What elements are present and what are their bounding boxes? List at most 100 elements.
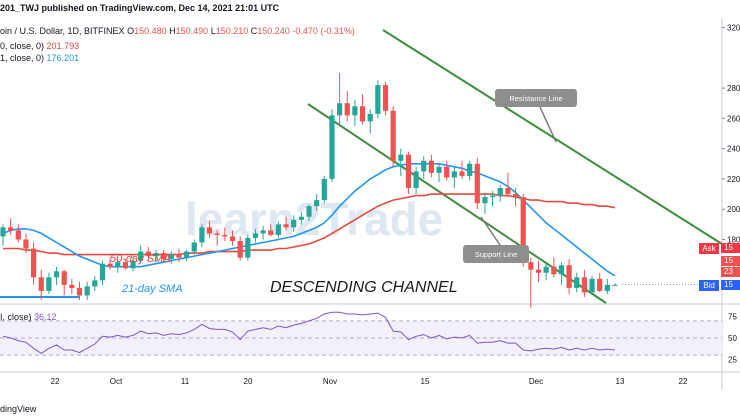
candle-body (398, 154, 404, 161)
bid-label[interactable]: Bid (699, 280, 719, 291)
bid-price-tag: 15 (721, 280, 740, 290)
countdown-tag: 23 (721, 267, 740, 277)
rsi-tick-label: 50 (728, 334, 737, 343)
candle-body (405, 154, 412, 188)
time-tick-label: 13 (616, 377, 625, 386)
candle-body (283, 224, 289, 228)
candle-body (352, 106, 358, 116)
candle-body (161, 253, 167, 260)
price-tick-label: 220 (727, 175, 740, 184)
candle-body (597, 278, 603, 291)
candle-body (176, 254, 182, 258)
candle-body (138, 251, 144, 261)
candle-body (535, 269, 542, 273)
candle-body (490, 195, 496, 198)
candle-body (428, 160, 434, 173)
candle-body (0, 227, 6, 237)
candle-body (566, 265, 572, 288)
candle-body (122, 262, 128, 269)
candle-body (92, 280, 98, 287)
support-label: Support Line (475, 250, 518, 259)
candle-body (482, 197, 488, 204)
candle-body (153, 253, 159, 257)
candle-body (306, 206, 312, 217)
candle-body (222, 234, 228, 237)
time-tick-label: 15 (421, 377, 430, 386)
time-tick-label: 22 (679, 377, 688, 386)
candle-body (543, 266, 549, 273)
candle-body (84, 286, 90, 296)
price-tick-label: 240 (727, 145, 740, 154)
sma21-label: 21-day SMA (121, 283, 183, 295)
candle-body (520, 197, 526, 263)
candle-body (528, 262, 534, 270)
candle-body (298, 216, 304, 220)
candle-body (421, 160, 427, 172)
candle-body (413, 171, 419, 188)
candle-body (390, 110, 396, 161)
publisher-line: 201_TWJ published on TradingView.com, De… (0, 3, 280, 13)
candle-body (191, 242, 197, 252)
resistance-callout-box (495, 89, 577, 107)
rsi-legend: I, close) 36.12 (0, 312, 57, 322)
candle-body (558, 265, 565, 275)
sma50-legend: 0, close, 0) 201.793 (0, 41, 80, 51)
time-tick-label: 22 (51, 377, 60, 386)
candle-body (61, 271, 67, 285)
candle-body (574, 277, 580, 288)
annotations: Resistance Line Support Line 50-day SMA 21-… (110, 89, 699, 296)
candle-body (367, 113, 373, 122)
tradingview-brand[interactable]: dingView (0, 404, 37, 414)
rsi-tick-label: 75 (728, 313, 737, 322)
candle-body (229, 236, 236, 241)
time-tick-label: 20 (244, 377, 253, 386)
candle-body (467, 163, 473, 176)
ask-price-tag: 15 (721, 243, 740, 253)
price-tick-label: 260 (727, 114, 740, 123)
time-tick-label: Oct (110, 377, 123, 386)
time-tick-label: 11 (181, 377, 190, 386)
time-tick-label: Dec (529, 377, 543, 386)
sma21-legend: 1, close, 0) 176.201 (0, 53, 80, 63)
candle-body (69, 284, 75, 288)
candle-body (168, 254, 174, 260)
candle-body (15, 230, 21, 240)
candle-body (505, 188, 511, 195)
candle-body (206, 227, 213, 234)
rsi-pane: 75 50 25 (0, 311, 737, 364)
candle-body (199, 227, 205, 243)
candle-body (260, 230, 266, 234)
candle-body (612, 284, 618, 286)
candle-body (275, 224, 281, 235)
candle-body (551, 266, 557, 275)
support-callout-box (463, 245, 529, 263)
price-tick-label: 280 (727, 84, 740, 93)
candle-body (329, 115, 335, 179)
candle-body (291, 219, 297, 228)
candle-body (46, 277, 52, 291)
resistance-label: Resistance Line (509, 94, 562, 103)
candle-body (107, 263, 113, 267)
symbol-line: oin / U.S. Dollar, 1D, BITFINEX O150.480… (0, 26, 355, 36)
candle-body (237, 240, 243, 258)
candle-body (436, 166, 442, 173)
rsi-tick-label: 25 (728, 355, 737, 364)
candle-body (375, 85, 381, 114)
support-pointer (480, 216, 501, 246)
candle-body (130, 260, 136, 269)
last-price-tag: 15 (721, 256, 740, 266)
candle-body (497, 188, 503, 196)
candle-body (314, 200, 320, 207)
time-tick-label: Nov (323, 377, 337, 386)
ask-label[interactable]: Ask (699, 243, 719, 254)
candle-body (581, 277, 587, 293)
candle-body (382, 85, 389, 111)
candle-body (344, 103, 350, 116)
candle-body (99, 263, 106, 281)
candle-body (252, 233, 259, 238)
candle-body (451, 171, 457, 178)
candle-body (76, 287, 83, 296)
resistance-line (382, 29, 723, 245)
time-axis: 22 Oct 11 20 Nov 15 Dec 13 22 (51, 377, 688, 386)
